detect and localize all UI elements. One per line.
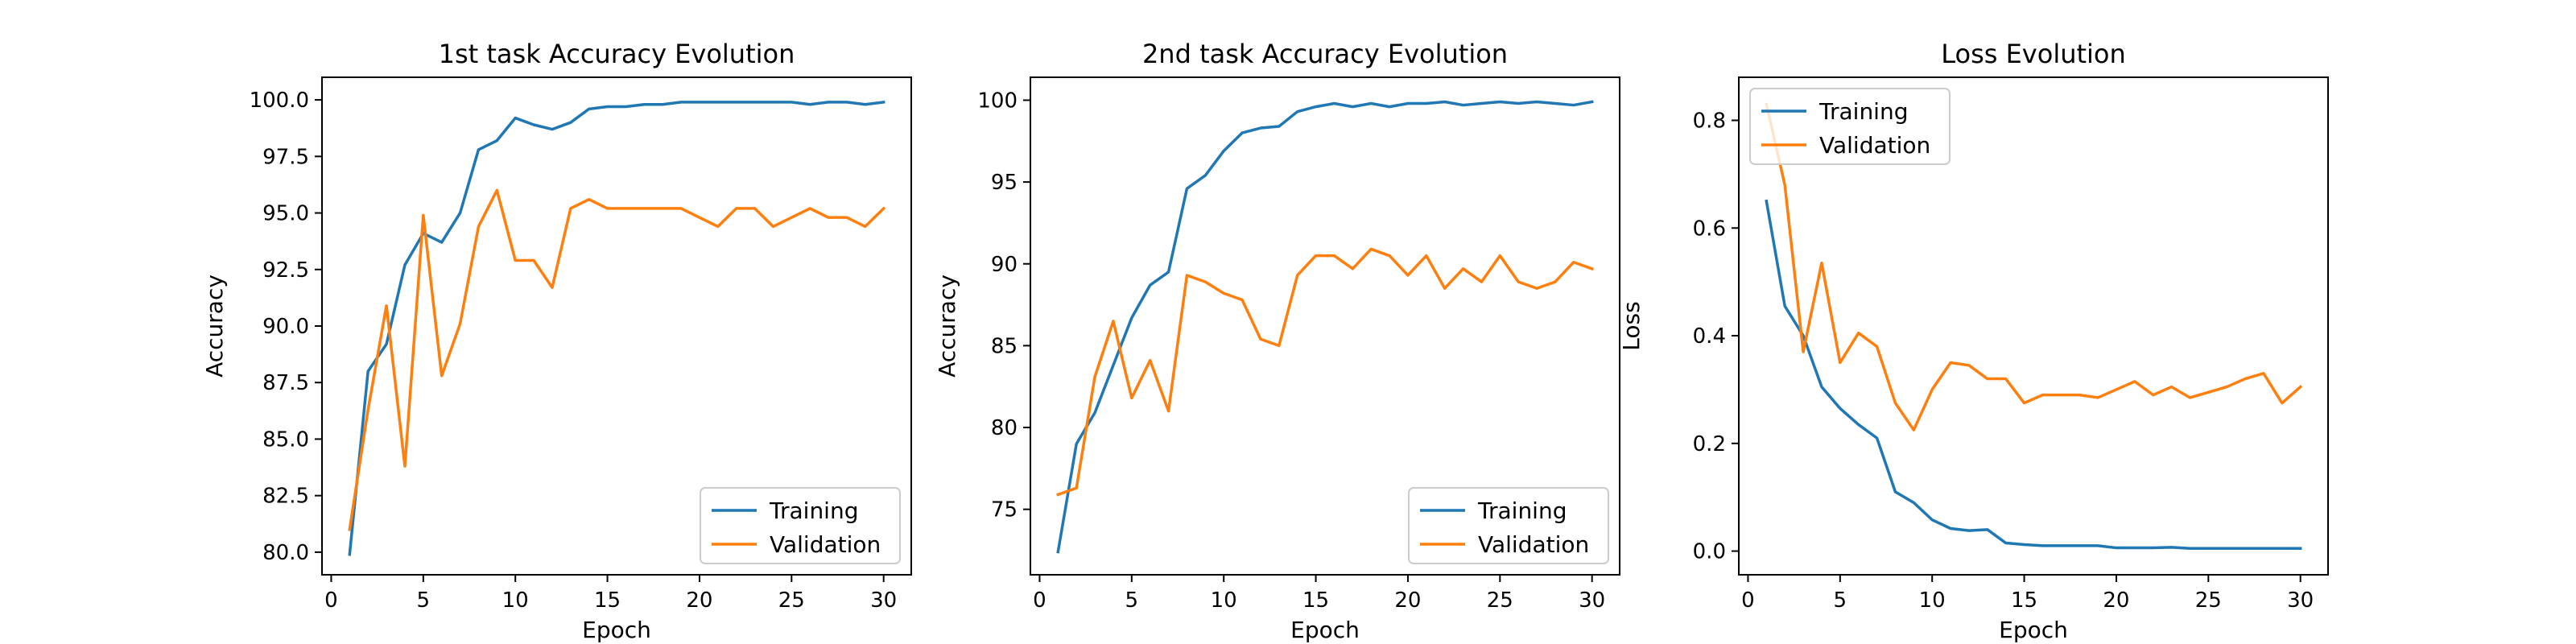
chart-title: 1st task Accuracy Evolution	[439, 39, 795, 69]
y-tick-label: 0.2	[1693, 432, 1726, 456]
series-line-training	[1765, 199, 2302, 550]
x-tick-label: 20	[1394, 588, 1421, 613]
legend-label-validation: Validation	[1819, 132, 1930, 159]
x-tick-label: 20	[2103, 588, 2129, 613]
series-line-validation	[1056, 247, 1594, 497]
legend: Training Validation	[1408, 487, 1609, 564]
y-tick-label: 100.0	[250, 89, 309, 113]
y-tick-label: 0.0	[1693, 540, 1726, 564]
chart-title: Loss Evolution	[1941, 39, 2126, 69]
chart-title: 2nd task Accuracy Evolution	[1142, 39, 1508, 69]
y-tick-label: 80.0	[262, 541, 309, 565]
x-tick-label: 10	[502, 588, 529, 613]
x-tick-label: 0	[1033, 588, 1046, 613]
legend-label-validation: Validation	[770, 531, 881, 558]
y-axis-label: Accuracy	[201, 275, 228, 378]
y-tick-label: 90	[991, 253, 1018, 277]
y-tick-label: 82.5	[262, 485, 309, 509]
x-tick-label: 25	[2195, 588, 2222, 613]
x-tick-label: 5	[417, 588, 431, 613]
y-axis-label: Accuracy	[934, 275, 960, 378]
x-tick-label: 20	[686, 588, 712, 613]
x-axis-label: Epoch	[1999, 617, 2068, 643]
series-line-validation	[1765, 102, 2303, 431]
y-tick-label: 87.5	[262, 371, 309, 395]
series-line-training	[348, 100, 886, 556]
x-tick-label: 30	[870, 588, 897, 613]
x-tick-label: 5	[1125, 588, 1139, 613]
legend-label-validation: Validation	[1478, 531, 1589, 558]
y-tick-label: 100	[977, 89, 1018, 113]
x-tick-label: 10	[1919, 588, 1946, 613]
y-axis-label: Loss	[1618, 301, 1645, 350]
y-tick-label: 0.4	[1693, 324, 1726, 349]
x-tick-label: 15	[594, 588, 621, 613]
series-line-validation	[348, 188, 886, 531]
y-tick-label: 97.5	[262, 145, 309, 169]
y-tick-label: 85	[991, 334, 1018, 358]
x-tick-label: 30	[1579, 588, 1605, 613]
chart-1: 1st task Accuracy Evolution 0 5 10 15 20 25 30 8…	[201, 39, 912, 643]
legend: Training Validation	[1749, 88, 1951, 165]
x-tick-label: 15	[1302, 588, 1329, 613]
y-tick-label: 90.0	[262, 315, 309, 339]
x-axis-label: Epoch	[1290, 617, 1360, 643]
x-tick-label: 0	[1741, 588, 1755, 613]
x-tick-label: 0	[324, 588, 338, 613]
x-tick-label: 5	[1834, 588, 1847, 613]
x-tick-label: 15	[2011, 588, 2037, 613]
y-tick-label: 0.6	[1693, 217, 1726, 241]
x-tick-label: 10	[1211, 588, 1237, 613]
x-axis-label: Epoch	[582, 617, 651, 643]
legend: Training Validation	[700, 487, 901, 564]
y-tick-label: 95.0	[262, 202, 309, 226]
legend-label-training: Training	[769, 497, 858, 524]
y-tick-label: 85.0	[262, 427, 309, 452]
y-tick-label: 95	[991, 171, 1018, 195]
y-tick-label: 80	[991, 416, 1018, 440]
x-tick-label: 25	[1487, 588, 1513, 613]
chart-2: 2nd task Accuracy Evolution 0 5 10 15 20 25 30 7…	[934, 39, 1620, 643]
x-tick-label: 25	[778, 588, 805, 613]
legend-label-training: Training	[1477, 497, 1567, 524]
series-line-training	[1056, 100, 1594, 554]
legend-label-training: Training	[1818, 98, 1908, 125]
plot-area	[1738, 76, 2329, 576]
x-tick-label: 30	[2287, 588, 2314, 613]
y-tick-label: 75	[991, 498, 1018, 522]
y-tick-label: 92.5	[262, 258, 309, 283]
y-tick-label: 0.8	[1693, 109, 1726, 134]
chart-3: Loss Evolution 0 5 10 15 20 25 30 0.0 0.2 0.4 0.6 0.…	[1618, 39, 2329, 643]
plot-area	[1030, 76, 1620, 576]
